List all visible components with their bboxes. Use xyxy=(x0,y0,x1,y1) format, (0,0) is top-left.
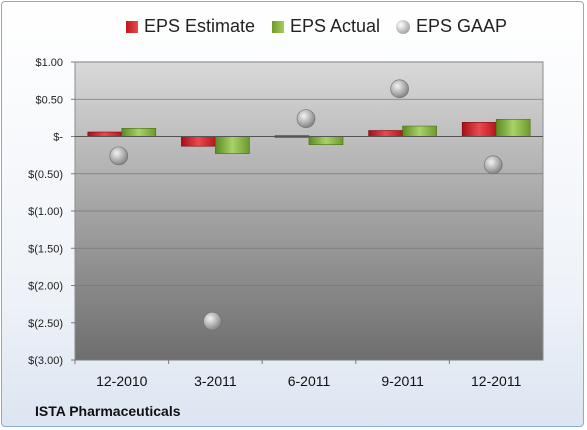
bar-eps-estimate xyxy=(87,131,123,137)
y-tick-label: $(1.50) xyxy=(28,243,63,255)
legend-item-eps-gaap: EPS GAAP xyxy=(396,16,507,37)
legend-swatch-gaap xyxy=(396,19,410,34)
x-tick-label: 6-2011 xyxy=(288,373,331,389)
bar-eps-estimate xyxy=(181,136,216,147)
legend-label-estimate: EPS Estimate xyxy=(144,16,256,36)
y-tick-label: $(2.50) xyxy=(28,318,63,330)
point-eps-gaap xyxy=(390,79,409,99)
bar-eps-actual xyxy=(308,136,344,145)
y-tick-label: $- xyxy=(53,132,63,144)
legend-item-eps-estimate: EPS Estimate xyxy=(126,16,255,37)
y-tick-label: $(3.00) xyxy=(28,355,63,367)
x-tick-label: 12-2010 xyxy=(96,373,148,389)
point-eps-gaap xyxy=(203,311,222,331)
legend-item-eps-actual: EPS Actual xyxy=(272,16,380,37)
point-eps-gaap xyxy=(296,109,316,128)
legend-label-gaap: EPS GAAP xyxy=(416,16,508,36)
legend-swatch-estimate xyxy=(126,20,138,33)
bar-eps-actual xyxy=(215,136,250,154)
legend-swatch-actual xyxy=(272,20,284,33)
company-name: ISTA Pharmaceuticals xyxy=(35,403,181,419)
bar-eps-estimate xyxy=(368,130,403,137)
point-eps-gaap xyxy=(109,146,129,166)
y-tick-label: $(2.00) xyxy=(28,281,63,293)
bar-eps-actual xyxy=(402,125,437,137)
point-eps-gaap xyxy=(483,155,503,175)
bar-eps-actual xyxy=(495,119,531,137)
x-tick-label: 9-2011 xyxy=(381,373,424,389)
y-tick-label: $1.00 xyxy=(35,57,63,69)
legend: EPS Estimate EPS Actual EPS GAAP xyxy=(0,16,587,40)
legend-label-actual: EPS Actual xyxy=(290,16,381,36)
bar-eps-actual xyxy=(121,128,157,137)
y-tick-label: $(0.50) xyxy=(28,169,63,181)
y-tick-label: $0.50 xyxy=(35,94,63,106)
y-tick-label: $(1.00) xyxy=(28,206,63,218)
bar-eps-estimate xyxy=(461,122,497,137)
x-tick-label: 12-2011 xyxy=(471,373,522,389)
x-tick-label: 3-2011 xyxy=(194,373,237,389)
